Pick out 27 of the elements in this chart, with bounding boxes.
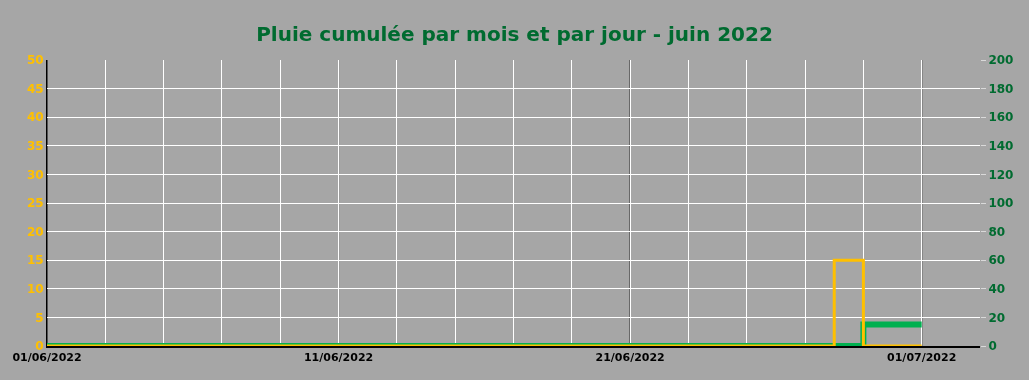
y-tick-label: 35 [26, 139, 44, 153]
y2-tick-label: 20 [988, 310, 1006, 325]
y2-tick-label: 80 [988, 224, 1006, 239]
chart-title: Pluie cumulée par mois et par jour - juin 2022 [256, 21, 773, 46]
y2-tick-label: 200 [988, 53, 1014, 68]
y2-tick-label: 100 [988, 196, 1014, 211]
y-tick-label: 0 [35, 339, 44, 354]
x-tick-label: 11/06/2022 [303, 351, 374, 365]
y2-tick-label: 140 [988, 139, 1014, 153]
y-tick-label: 5 [35, 310, 44, 325]
y-tick-label: 45 [26, 81, 44, 96]
x-tick-label: 01/07/2022 [887, 351, 957, 365]
y-tick-label: 10 [26, 282, 44, 296]
y-tick-label: 40 [26, 110, 44, 125]
y2-tick-label: 120 [988, 167, 1014, 182]
y2-tick-label: 60 [988, 253, 1006, 268]
y-tick-label: 20 [26, 224, 44, 239]
y2-tick-label: 0 [988, 339, 997, 354]
y-tick-label: 30 [26, 167, 44, 182]
y-tick-label: 15 [26, 253, 44, 268]
y2-tick-label: 180 [988, 81, 1014, 96]
y-tick-label: 25 [26, 196, 44, 211]
y-tick-label: 50 [26, 53, 44, 68]
x-tick-label: 21/06/2022 [595, 351, 665, 365]
y2-tick-label: 40 [988, 282, 1006, 296]
y2-tick-label: 160 [988, 110, 1014, 125]
x-tick-label: 01/06/2022 [12, 351, 82, 365]
